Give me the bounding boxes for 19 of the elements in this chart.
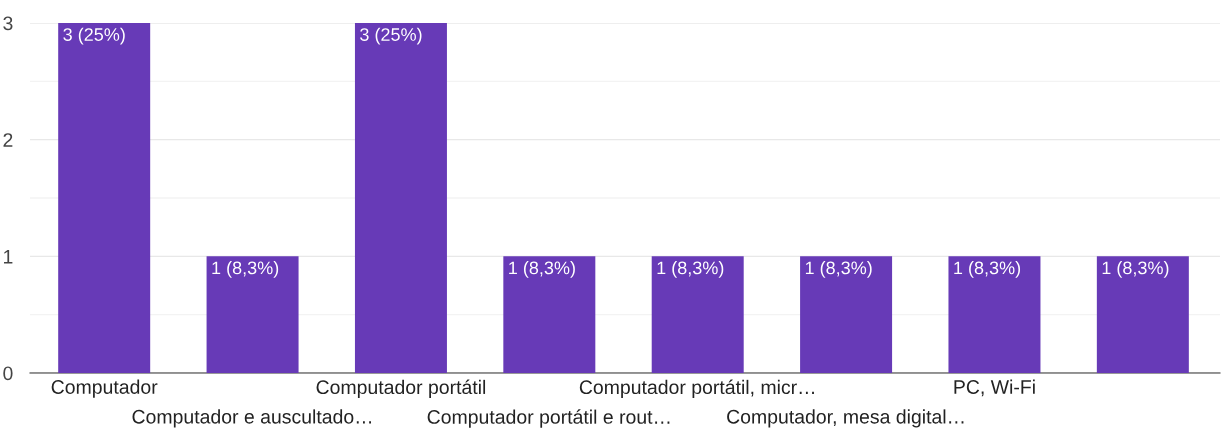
data-label: 1 (8,3%) <box>1102 261 1169 278</box>
x-tick-label: Computador portátil <box>316 379 486 398</box>
data-label: 3 (25%) <box>360 27 422 45</box>
x-tick-label: PC, Wi-Fi <box>954 379 1035 397</box>
data-label: 1 (8,3%) <box>657 261 724 278</box>
data-label: 1 (8,3%) <box>805 261 872 278</box>
x-tick-label: Computador portátil, micr… <box>579 379 814 398</box>
x-tick-label: Computador e auscultado… <box>132 409 371 428</box>
data-label: 1 (8,3%) <box>509 261 575 278</box>
x-tick-label: Computador, mesa digital… <box>727 409 964 428</box>
y-tick-label: 1 <box>4 250 13 264</box>
y-tick-label: 2 <box>3 133 13 147</box>
data-label: 1 (8,3%) <box>212 261 279 278</box>
y-tick-label: 3 <box>3 16 13 31</box>
x-tick-label: Computador <box>51 379 158 398</box>
data-label: 1 (8,3%) <box>954 261 1021 278</box>
y-tick-label: 0 <box>3 366 13 381</box>
x-tick-label: Computador portátil e rout… <box>427 409 670 428</box>
data-label: 3 (25%) <box>63 27 125 45</box>
